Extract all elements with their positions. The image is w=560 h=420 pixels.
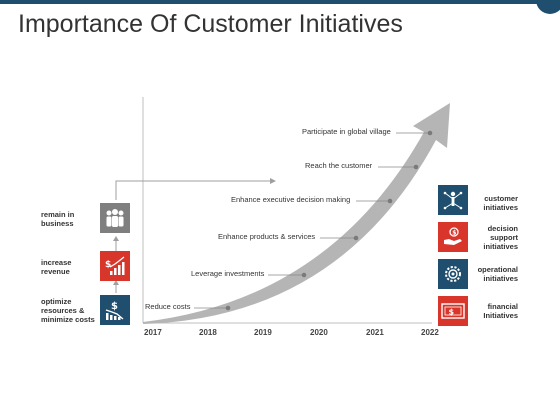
people-icon (100, 203, 130, 233)
svg-text:$: $ (111, 301, 118, 312)
milestone-label: Reduce costs (145, 302, 191, 311)
milestone-dot (387, 198, 393, 204)
left-connector (115, 180, 270, 200)
header-corner-circle (536, 0, 560, 14)
milestone-dot (225, 305, 231, 311)
milestone-label: Enhance products & services (218, 232, 316, 241)
growth-arrow (143, 103, 450, 324)
year-label: 2020 (310, 328, 328, 337)
hand-money-icon: $ (438, 222, 468, 252)
right-label-customer: customer initiatives (483, 194, 518, 212)
milestone-label: Reach the customer (305, 161, 373, 170)
milestone-dot (413, 164, 419, 170)
year-label: 2021 (366, 328, 384, 337)
milestone-markers (194, 130, 433, 311)
left-up-arrowhead-2 (113, 280, 119, 285)
milestone-dot (301, 272, 307, 278)
left-label-remain: remain in business (41, 210, 75, 228)
left-label-revenue: increase revenue (41, 258, 72, 276)
svg-text:$: $ (452, 229, 456, 236)
milestone-dot (427, 130, 433, 136)
year-label: 2018 (199, 328, 217, 337)
year-label: 2019 (254, 328, 272, 337)
money-bill-icon: $ (438, 296, 468, 326)
milestone-label: Enhance executive decision making (231, 195, 351, 204)
left-label-optimize: optimize resources & minimize costs (41, 297, 95, 324)
cost-decline-icon: $ (100, 295, 130, 325)
left-up-arrowhead-1 (113, 236, 119, 241)
year-label: 2017 (144, 328, 162, 337)
growth-chart-icon: $ (100, 251, 130, 281)
right-label-operational: operational initiatives (477, 265, 518, 283)
right-label-financial: financial Initiatives (483, 302, 518, 320)
gears-icon (438, 259, 468, 289)
svg-text:$: $ (105, 260, 111, 270)
milestone-dot (353, 235, 359, 241)
svg-text:$: $ (449, 308, 455, 317)
left-connector-arrowhead (270, 178, 276, 184)
network-person-icon (438, 185, 468, 215)
right-label-decision: decision support initiatives (483, 224, 518, 251)
milestone-label: Leverage investments (191, 269, 265, 278)
year-label: 2022 (421, 328, 439, 337)
header-bar (0, 0, 560, 4)
milestone-label: Participate in global village (302, 127, 391, 136)
page-title: Importance Of Customer Initiatives (18, 10, 403, 38)
